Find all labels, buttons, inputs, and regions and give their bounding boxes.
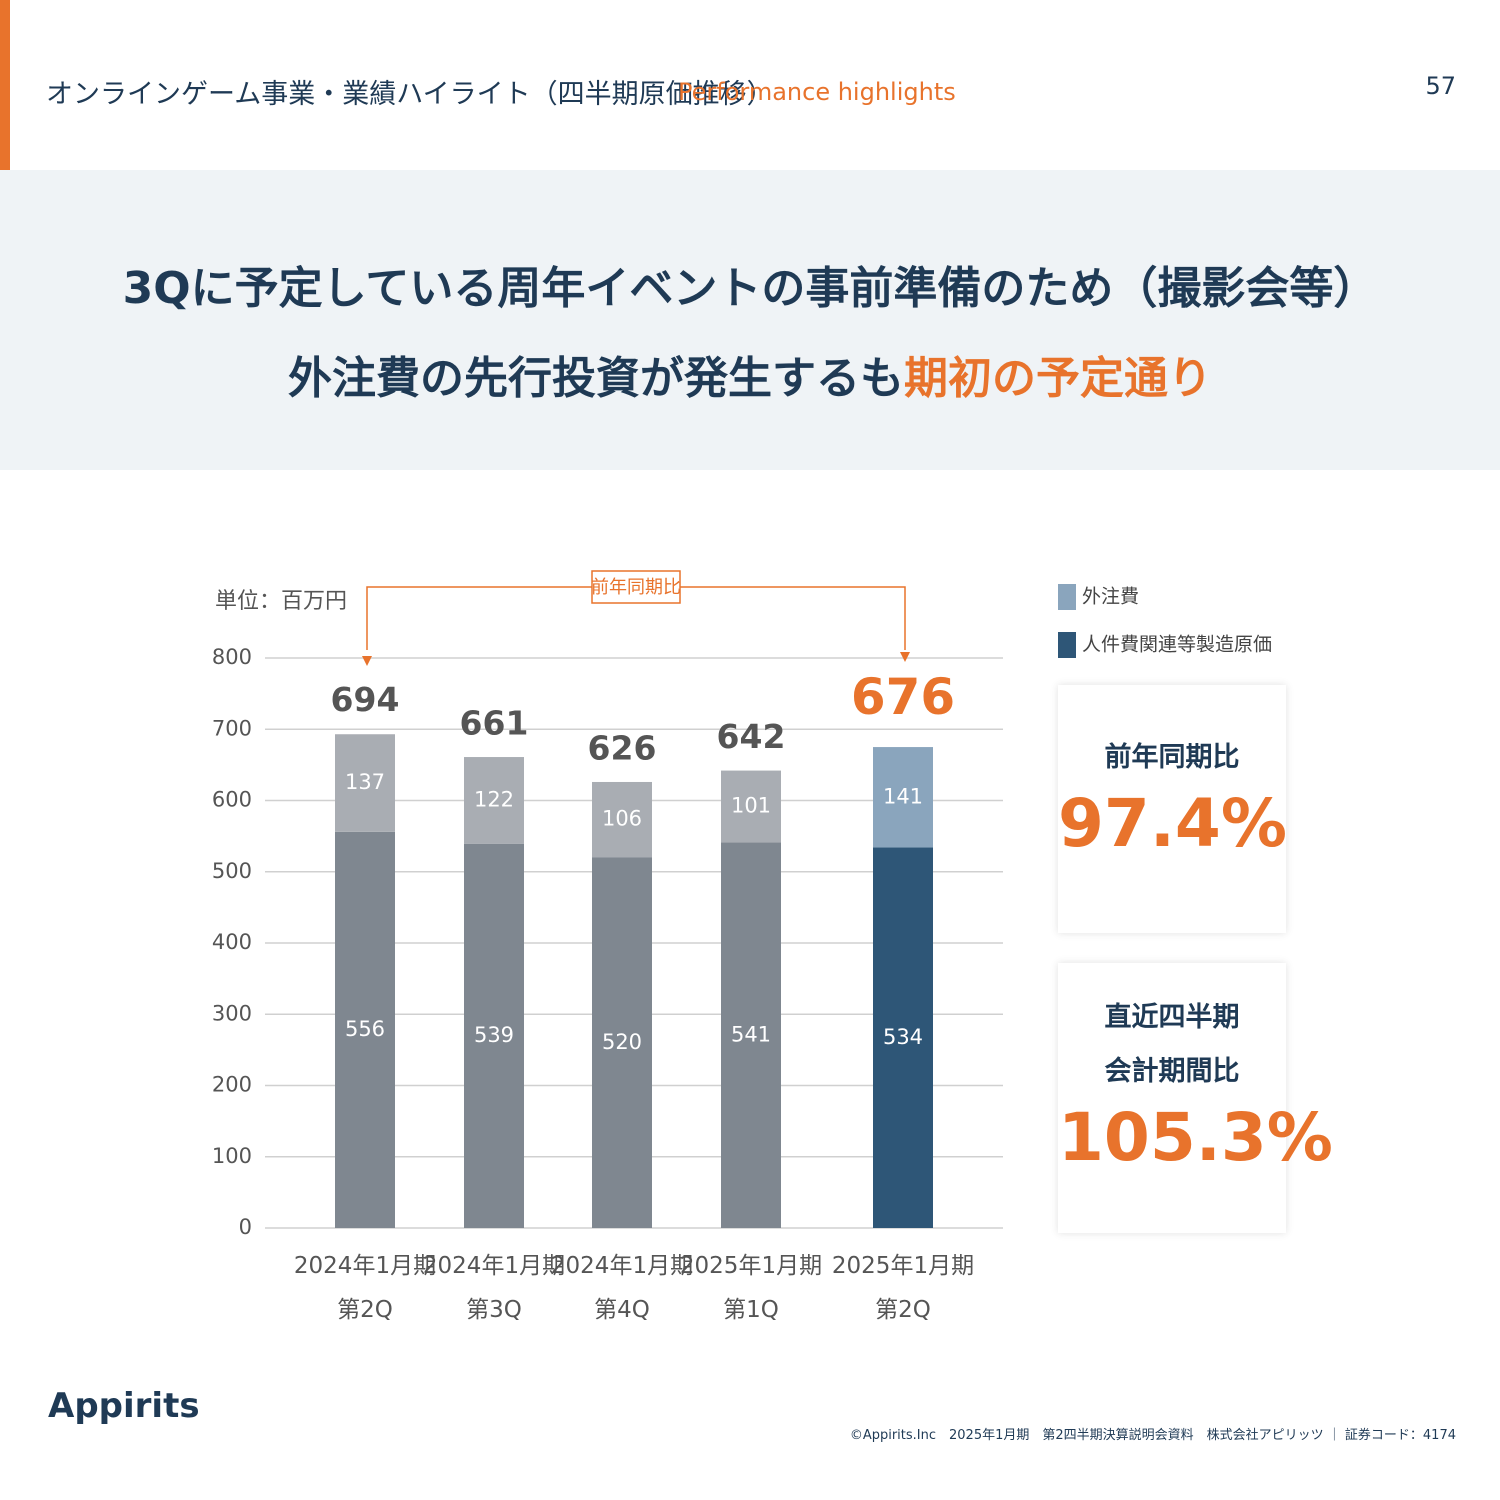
total-label: 676 <box>851 668 955 726</box>
accent-bar <box>0 0 10 170</box>
segment-label: 539 <box>474 1023 514 1047</box>
headline-text: 外注費の先行投資が発生するも <box>288 353 904 404</box>
footer-text: ©Appirits.Inc 2025年1月期 第2四半期決算説明会資料 株式会社… <box>849 1428 1456 1443</box>
unit-label: 単位：百万円 <box>215 589 347 614</box>
kpi-value: 97.4% <box>1058 785 1287 862</box>
x-tick-label: 2024年1月期 第4Q <box>550 1253 694 1323</box>
kpi-card: 直近四半期 会計期間比 105.3% <box>1058 963 1333 1233</box>
segment-label: 137 <box>345 770 385 794</box>
legend-swatch <box>1058 632 1076 658</box>
page-subtitle: Performance highlights <box>678 78 956 106</box>
total-label: 626 <box>588 728 657 767</box>
kpi-title: 直近四半期 会計期間比 <box>1104 1002 1240 1087</box>
y-tick-label: 300 <box>212 1001 252 1025</box>
page-number: 57 <box>1425 72 1456 100</box>
y-tick-label: 200 <box>212 1073 252 1097</box>
logo: Appirits <box>48 1386 200 1426</box>
total-label: 694 <box>331 680 400 719</box>
headline: 外注費の先行投資が発生するも期初の予定通り <box>0 342 1500 406</box>
kpi-card: 前年同期比 97.4% <box>1058 685 1287 933</box>
x-tick-label: 2024年1月期 第3Q <box>422 1253 566 1323</box>
bar-segment <box>335 734 395 832</box>
bar-segment <box>464 757 524 844</box>
arrowhead <box>362 656 372 666</box>
total-label: 642 <box>717 717 786 756</box>
legend-label: 人件費関連等製造原価 <box>1082 634 1272 656</box>
annotation-box <box>591 570 681 604</box>
bar-segment <box>721 770 781 843</box>
kpi-value: 105.3% <box>1058 1099 1333 1176</box>
segment-label: 541 <box>731 1022 771 1046</box>
segment-label: 141 <box>883 784 923 808</box>
y-tick-label: 700 <box>212 716 252 740</box>
y-tick-label: 0 <box>239 1215 252 1239</box>
bar-segment <box>721 842 781 1228</box>
segment-label: 101 <box>731 794 771 818</box>
y-tick-label: 800 <box>212 645 252 669</box>
y-tick-label: 600 <box>212 788 252 812</box>
headline: 3Qに予定している周年イベントの事前準備のため（撮影会等） <box>122 263 1378 314</box>
chart: 単位：百万円 0 100 200 300 400 500 600 700 800 556 137 694… <box>212 570 1272 1239</box>
bar-segment <box>464 843 524 1228</box>
bar-segment <box>873 847 933 1228</box>
segment-label: 106 <box>602 807 642 831</box>
kpi-title: 前年同期比 <box>1104 742 1240 773</box>
legend-swatch <box>1058 584 1076 610</box>
segment-label: 534 <box>883 1025 923 1049</box>
x-tick-label: 2024年1月期 第2Q <box>293 1253 437 1323</box>
y-tick-label: 500 <box>212 859 252 883</box>
annotation-label: 前年同期比 <box>591 577 681 598</box>
headline-emphasis: 期初の予定通り <box>904 353 1212 404</box>
bar-segment <box>873 747 933 848</box>
segment-label: 122 <box>474 788 514 812</box>
total-label: 661 <box>460 704 529 743</box>
y-tick-label: 400 <box>212 930 252 954</box>
page-title: オンラインゲーム事業・業績ハイライト（四半期原価推移） <box>46 79 774 110</box>
x-tick-label: 2025年1月期 第1Q <box>679 1253 823 1323</box>
x-tick-label: 2025年1月期 第2Q <box>831 1253 975 1323</box>
segment-label: 520 <box>602 1030 642 1054</box>
y-tick-label: 100 <box>212 1144 252 1168</box>
legend-label: 外注費 <box>1082 586 1139 608</box>
headline-band <box>0 170 1500 470</box>
bar-segment <box>592 857 652 1228</box>
bar-segment <box>335 831 395 1228</box>
segment-label: 556 <box>345 1017 385 1041</box>
arrowhead <box>900 652 910 662</box>
bar-segment <box>592 781 652 858</box>
